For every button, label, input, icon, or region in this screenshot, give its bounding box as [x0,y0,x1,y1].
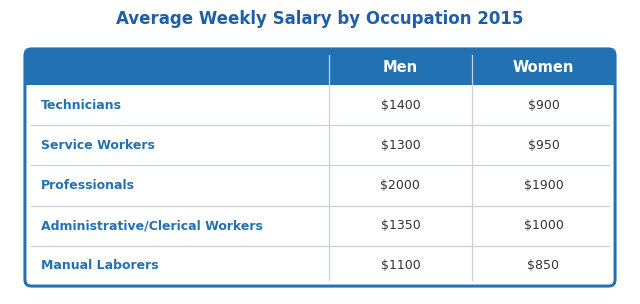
Text: $1100: $1100 [381,259,420,272]
Text: $900: $900 [527,98,559,112]
FancyBboxPatch shape [25,49,615,85]
Bar [25,85,615,125]
Text: $1300: $1300 [381,139,420,152]
Text: $950: $950 [527,139,559,152]
Text: $1900: $1900 [524,179,563,192]
Text: Service Workers: Service Workers [41,139,155,152]
Text: $850: $850 [527,259,559,272]
Bar [25,246,615,286]
Bar [25,125,615,165]
Text: $1350: $1350 [381,219,420,232]
FancyBboxPatch shape [25,49,615,286]
Text: Manual Laborers: Manual Laborers [41,259,159,272]
Text: $1000: $1000 [524,219,563,232]
Text: Women: Women [513,60,574,74]
Text: Technicians: Technicians [41,98,122,112]
Bar [25,206,615,246]
Bar [25,66,615,85]
Text: $1400: $1400 [381,98,420,112]
Text: Administrative/Clerical Workers: Administrative/Clerical Workers [41,219,263,232]
Bar [25,278,615,286]
Bar [25,165,615,206]
Text: $2000: $2000 [380,179,420,192]
Text: Average Weekly Salary by Occupation 2015: Average Weekly Salary by Occupation 2015 [116,10,524,28]
Text: Men: Men [383,60,418,74]
Text: Professionals: Professionals [41,179,135,192]
